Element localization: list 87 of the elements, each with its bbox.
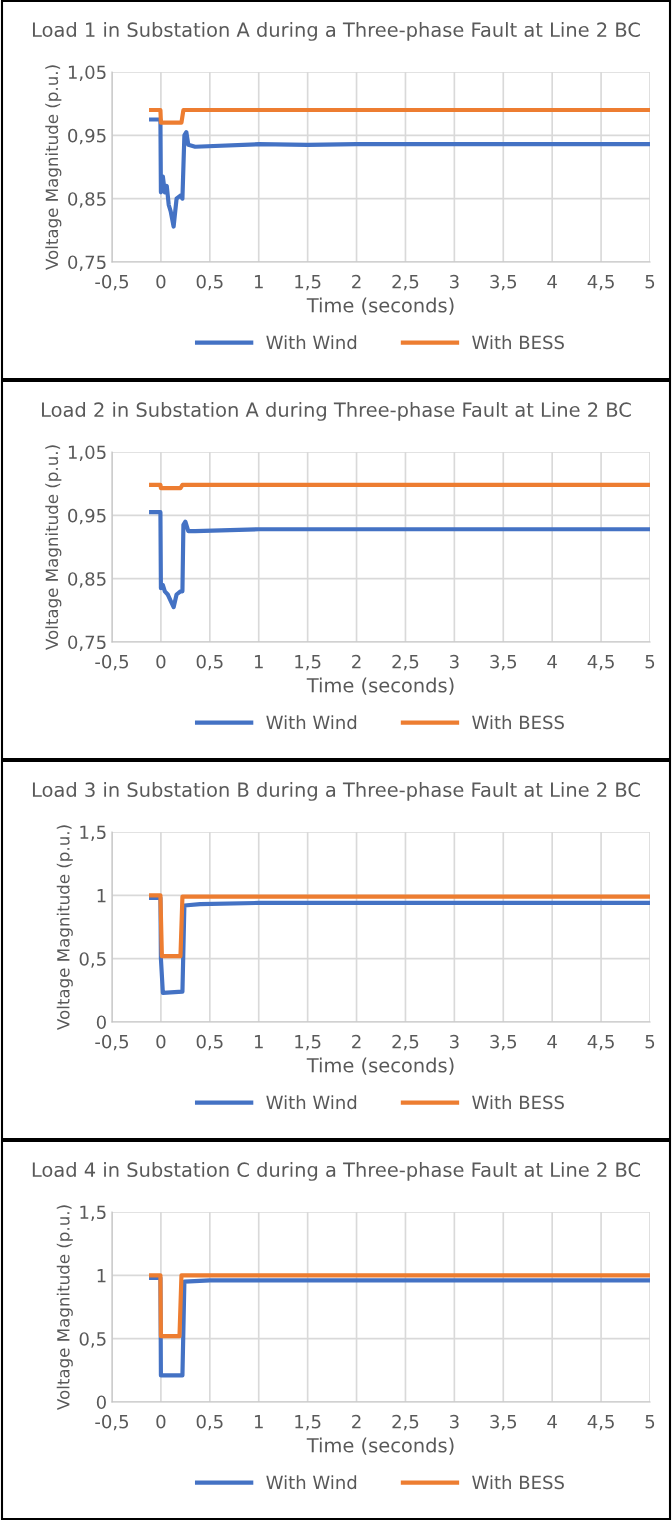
x-tick-label: -0,5	[95, 274, 129, 291]
x-tick-label: 4	[547, 275, 557, 289]
y-tick-label: 1,5	[80, 1205, 106, 1221]
y-tick-label: 0,85	[68, 192, 106, 208]
x-tick-label: 0	[156, 1414, 166, 1429]
y-tick-label: 0	[96, 1015, 106, 1030]
chart-title: Load 4 in Substation C during a Three-phase Fault at Line 2 BC	[32, 1162, 641, 1181]
x-tick-label: 1,5	[295, 1415, 321, 1431]
x-tick-label: 0,5	[196, 1414, 223, 1431]
x-tick-label: 1,5	[295, 1035, 321, 1051]
x-tick-label: 4,5	[587, 655, 614, 671]
y-tick-label: 0,75	[68, 255, 106, 271]
x-tick-label: 0,5	[196, 654, 223, 671]
legend-label: With Wind	[266, 335, 357, 350]
x-tick-label: 1	[254, 1035, 263, 1049]
x-tick-label: 3	[450, 1414, 459, 1429]
x-tick-label: 5	[645, 655, 655, 669]
x-tick-label: 2,5	[392, 654, 419, 671]
y-axis-title: Voltage Magnitude (p.u.)	[56, 1205, 73, 1410]
x-tick-label: 1	[254, 275, 263, 289]
y-tick-label: 0	[96, 1395, 106, 1410]
y-tick-label: 1	[97, 1269, 106, 1283]
x-tick-label: 4	[547, 1035, 557, 1049]
x-tick-label: 4	[547, 1415, 557, 1429]
x-tick-label: 2,5	[392, 1414, 419, 1431]
x-tick-label: 3,5	[490, 1414, 517, 1431]
x-tick-label: 3	[450, 1034, 459, 1049]
line-series	[149, 510, 650, 610]
y-tick-label: 1,05	[68, 65, 106, 81]
x-tick-label: 5	[645, 275, 655, 289]
y-axis-title: Voltage Magnitude (p.u.)	[56, 825, 73, 1030]
chart-title: Load 1 in Substation A during a Three-phase Fault at Line 2 BC	[32, 22, 640, 41]
x-tick-label: 5	[645, 1415, 655, 1429]
x-tick-label: 4,5	[587, 275, 614, 291]
x-axis-title: Time (seconds)	[306, 297, 454, 315]
x-tick-label: 2,5	[392, 1034, 419, 1051]
x-tick-label: -0,5	[95, 1034, 129, 1051]
x-tick-label: 3	[450, 654, 459, 669]
y-tick-label: 0,75	[68, 635, 106, 651]
x-tick-label: 0,5	[196, 1034, 223, 1051]
y-tick-label: 1,5	[80, 825, 106, 841]
x-tick-label: 4	[547, 655, 557, 669]
x-tick-label: 2	[352, 1034, 361, 1049]
x-tick-label: 1	[254, 1415, 263, 1429]
x-axis-title: Time (seconds)	[306, 677, 454, 695]
x-tick-label: 1,5	[295, 275, 321, 291]
line-series	[149, 1275, 650, 1378]
x-tick-label: 2	[352, 274, 361, 289]
x-tick-label: 3	[450, 274, 459, 289]
legend-label: With BESS	[472, 1475, 564, 1490]
x-tick-label: 1,5	[295, 655, 321, 671]
y-tick-label: 0,85	[68, 572, 106, 588]
y-axis-title: Voltage Magnitude (p.u.)	[45, 65, 62, 270]
x-tick-label: 0	[156, 654, 166, 669]
x-tick-label: 0	[156, 274, 166, 289]
legend-label: With Wind	[266, 715, 357, 730]
x-tick-label: 2,5	[392, 274, 419, 291]
x-tick-label: 3,5	[490, 1034, 517, 1051]
y-tick-label: 0,95	[68, 128, 106, 145]
y-tick-label: 0,95	[68, 508, 106, 525]
chart-title: Load 2 in Substation A during Three-phase Fault at Line 2 BC	[42, 402, 631, 421]
legend-label: With Wind	[266, 1475, 357, 1490]
x-axis-title: Time (seconds)	[306, 1057, 454, 1075]
y-tick-label: 1	[97, 889, 106, 903]
x-tick-label: 0,5	[196, 274, 223, 291]
x-tick-label: 4,5	[587, 1415, 614, 1431]
x-tick-label: 0	[156, 1034, 166, 1049]
x-tick-label: 4,5	[587, 1035, 614, 1051]
x-tick-label: 1	[254, 655, 263, 669]
x-tick-label: 3,5	[490, 654, 517, 671]
x-tick-label: 2	[352, 1414, 361, 1429]
legend-label: With BESS	[472, 335, 564, 350]
x-axis-title: Time (seconds)	[306, 1437, 454, 1455]
legend-label: With BESS	[472, 715, 564, 730]
x-tick-label: 3,5	[490, 274, 517, 291]
legend-label: With Wind	[266, 1095, 357, 1110]
chart-title: Load 3 in Substation B during a Three-phase Fault at Line 2 BC	[32, 782, 640, 801]
line-series	[149, 117, 650, 229]
x-tick-label: -0,5	[95, 1414, 129, 1431]
y-axis-title: Voltage Magnitude (p.u.)	[45, 445, 62, 650]
x-tick-label: 2	[352, 654, 361, 669]
y-tick-label: 0,5	[79, 952, 106, 968]
x-tick-label: 5	[645, 1035, 655, 1049]
x-tick-label: -0,5	[95, 654, 129, 671]
y-tick-label: 0,5	[79, 1332, 106, 1348]
legend-label: With BESS	[472, 1095, 564, 1110]
y-tick-label: 1,05	[68, 445, 106, 461]
